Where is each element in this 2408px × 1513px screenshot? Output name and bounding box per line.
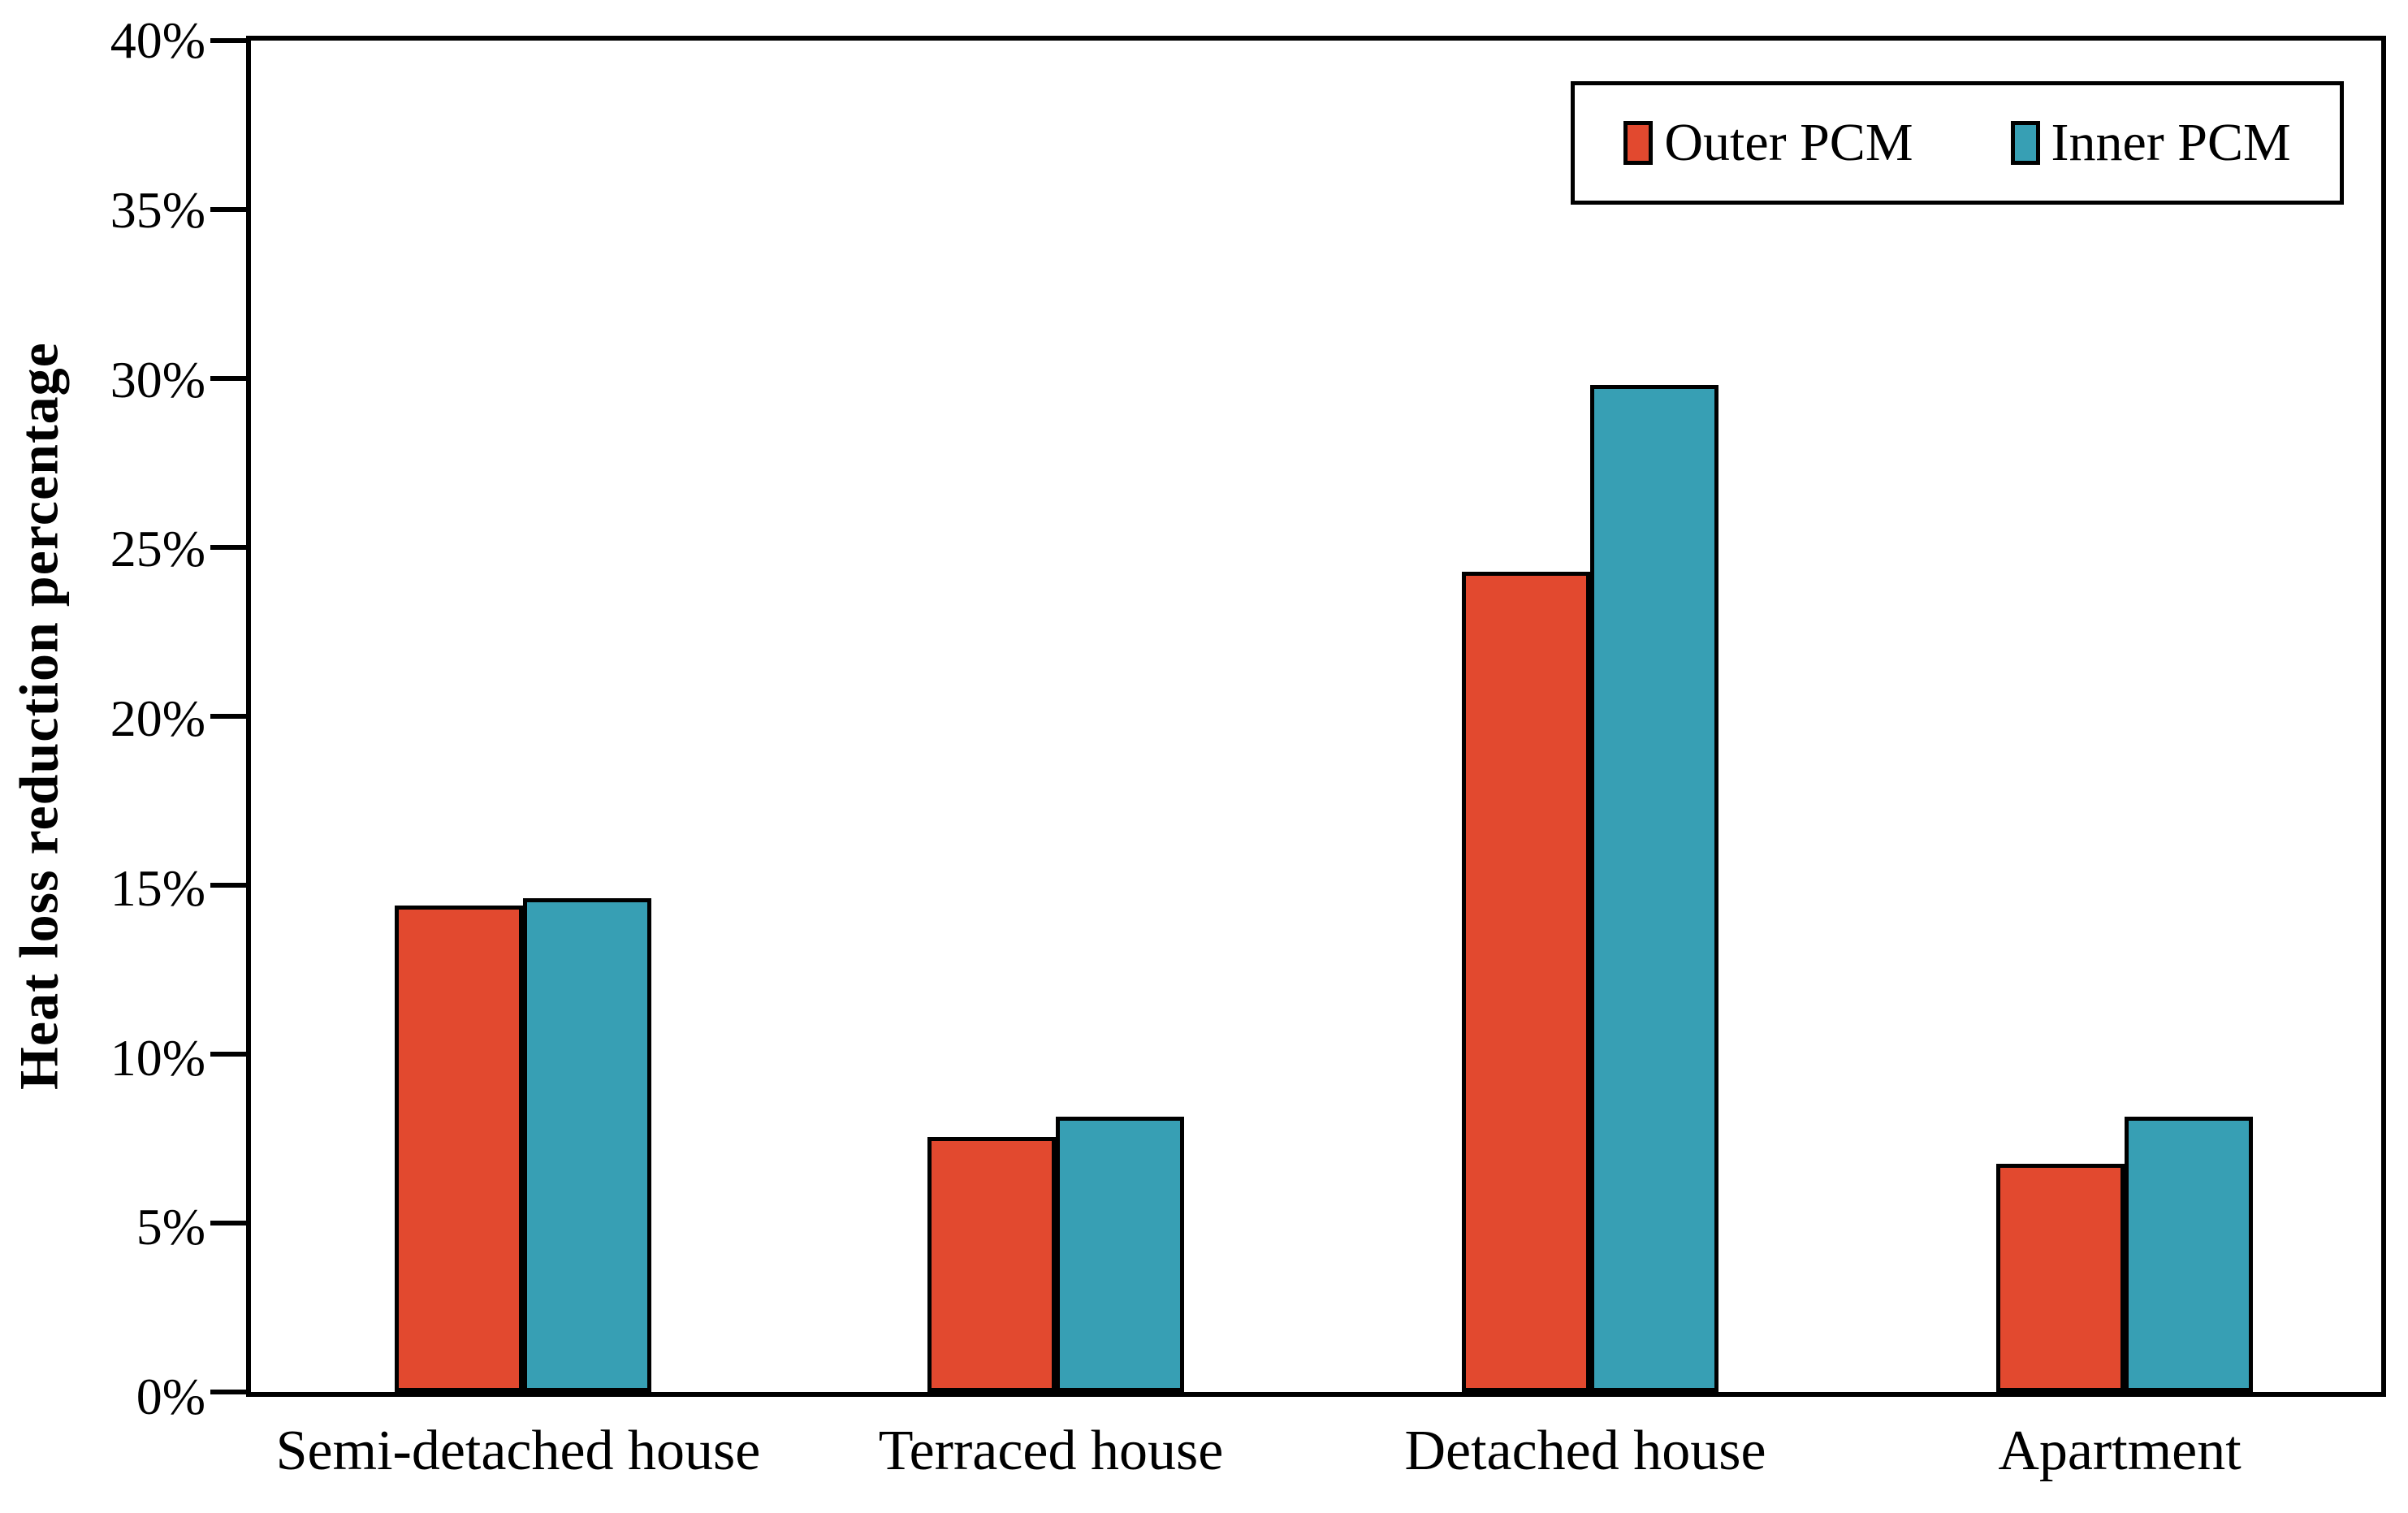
y-tick-label: 0% bbox=[136, 1368, 205, 1425]
bar-inner-pcm-detached-house bbox=[1590, 385, 1718, 1392]
y-tick-label: 10% bbox=[110, 1028, 205, 1087]
bar-outer-pcm-apartment bbox=[1996, 1164, 2125, 1392]
y-tick-mark bbox=[210, 38, 246, 43]
bar-outer-pcm-semi-detached-house bbox=[395, 906, 523, 1392]
y-tick-label: 35% bbox=[110, 180, 205, 239]
legend-box: Outer PCM Inner PCM bbox=[1571, 81, 2344, 205]
y-tick-label: 30% bbox=[110, 350, 205, 409]
y-tick-mark bbox=[210, 883, 246, 888]
legend-label: Inner PCM bbox=[2051, 113, 2291, 172]
y-tick-label: 25% bbox=[110, 520, 205, 578]
x-category-label: Detached house bbox=[1404, 1420, 1766, 1482]
y-tick-mark bbox=[210, 1052, 246, 1057]
bar-inner-pcm-terraced-house bbox=[1056, 1117, 1184, 1392]
bar-inner-pcm-semi-detached-house bbox=[523, 898, 651, 1392]
legend-item-inner-pcm: Inner PCM bbox=[2010, 112, 2291, 174]
bar-outer-pcm-terraced-house bbox=[927, 1137, 1056, 1392]
y-tick-mark bbox=[210, 1390, 246, 1394]
y-tick-mark bbox=[210, 207, 246, 212]
x-category-label: Apartment bbox=[1998, 1420, 2242, 1482]
y-tick-mark bbox=[210, 545, 246, 550]
y-tick-mark bbox=[210, 1221, 246, 1226]
y-tick-mark bbox=[210, 714, 246, 719]
legend-item-outer-pcm: Outer PCM bbox=[1623, 112, 1913, 174]
y-tick-label: 20% bbox=[110, 689, 205, 747]
bar-outer-pcm-detached-house bbox=[1462, 572, 1590, 1392]
legend-swatch-icon bbox=[1623, 121, 1654, 165]
y-tick-mark bbox=[210, 376, 246, 381]
x-category-label: Terraced house bbox=[878, 1420, 1224, 1482]
x-category-label: Semi-detached house bbox=[275, 1420, 761, 1482]
y-tick-label: 15% bbox=[110, 858, 205, 917]
legend-label: Outer PCM bbox=[1664, 113, 1913, 172]
plot-area: Outer PCM Inner PCM bbox=[210, 36, 2386, 1397]
bar-inner-pcm-apartment bbox=[2125, 1117, 2253, 1392]
y-tick-label: 40% bbox=[110, 11, 205, 69]
legend-swatch-icon bbox=[2010, 121, 2040, 165]
y-tick-label: 5% bbox=[136, 1198, 205, 1256]
